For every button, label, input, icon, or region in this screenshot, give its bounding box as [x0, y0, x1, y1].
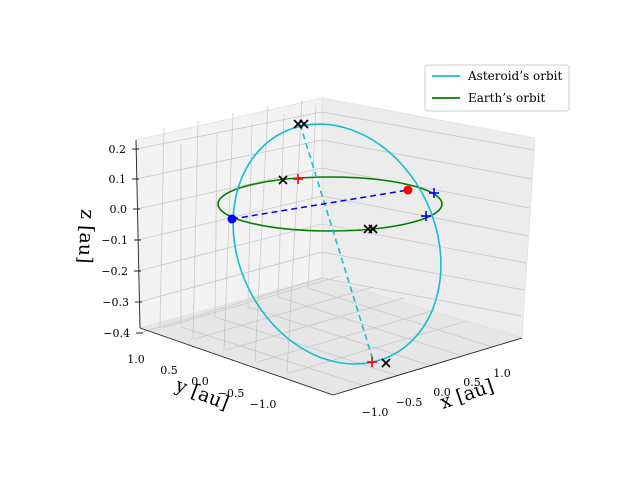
y-gridline-wall — [286, 99, 303, 374]
x-gridline-floor — [307, 287, 493, 348]
markers — [227, 119, 439, 368]
y-tick-label: −1.0 — [250, 398, 277, 411]
x-gridline-wall — [307, 104, 317, 289]
panes — [135, 97, 536, 396]
y-ticks: 1.0 0.5 0.0 −0.5 −1.0 — [127, 353, 276, 411]
x-tick-label: 1.0 — [493, 367, 511, 380]
x-gridline-wall — [214, 133, 218, 318]
legend: Asteroid’s orbit Earth’s orbit — [424, 64, 570, 112]
x-axis-line — [332, 337, 523, 396]
y-tick-label: 0.5 — [160, 364, 178, 377]
z-gridline-right — [321, 251, 525, 291]
z-gridline-left — [136, 167, 323, 210]
earth-orbit-line — [217, 176, 443, 232]
x-tick-label: −1.0 — [362, 406, 389, 419]
x-marker — [299, 119, 309, 129]
y-tick-label: −0.5 — [218, 387, 245, 400]
x-gridline-floor — [214, 316, 400, 377]
y-tick-label: 1.0 — [127, 353, 145, 366]
z-tick-label: −0.2 — [101, 265, 128, 278]
x-tick-label: 0.5 — [463, 376, 481, 389]
z-gridline-left — [137, 223, 323, 272]
y-tick-label: 0.0 — [191, 375, 209, 388]
z-tick-label: 0.1 — [109, 173, 127, 186]
z-tick-label: −0.1 — [101, 234, 128, 247]
z-gridline-right — [321, 139, 533, 180]
z-ticks: 0.2 0.1 0.0 −0.1 −0.2 −0.3 −0.4 — [101, 143, 143, 340]
legend-label-earth: Earth’s orbit — [468, 91, 545, 105]
red-point — [403, 185, 413, 195]
x-gridline-wall — [277, 113, 285, 298]
y-axis-line — [139, 327, 334, 396]
axes — [135, 139, 523, 396]
z-gridline-right — [321, 111, 535, 151]
plus-marker — [429, 188, 439, 198]
plus-marker — [367, 357, 377, 367]
plus-marker — [293, 174, 303, 184]
x-ticks: −1.0 −0.5 0.0 0.5 1.0 — [362, 367, 511, 419]
legend-label-asteroid: Asteroid’s orbit — [467, 69, 562, 83]
plus-marker — [421, 211, 431, 221]
asteroid-orbit — [232, 123, 442, 365]
z-tick-label: −0.3 — [102, 296, 129, 309]
z-tick-label: −0.4 — [103, 327, 130, 340]
y-gridline-floor — [161, 275, 341, 329]
y-gridline-wall — [223, 112, 234, 351]
z-gridline-right — [321, 277, 523, 317]
earth-orbit — [217, 176, 443, 232]
y-gridline-floor — [256, 309, 436, 363]
x-gridline-floor — [180, 326, 366, 387]
x-tick-label: −0.5 — [396, 396, 423, 409]
x-gridline-floor — [247, 306, 433, 367]
z-tick-label: 0.0 — [110, 203, 128, 216]
x-gridline-wall — [247, 123, 253, 308]
x-tick-label: 0.0 — [433, 386, 451, 399]
z-tick-label: 0.2 — [109, 143, 127, 156]
y-gridline-wall — [254, 105, 269, 363]
legend-box — [424, 64, 570, 112]
z-axis-label: z [au] — [74, 209, 99, 265]
blue-point — [227, 214, 237, 224]
x-marker — [381, 358, 391, 368]
z-gridline-right — [321, 167, 531, 209]
asteroid-orbit-line — [232, 123, 442, 365]
y-gridline-wall — [192, 120, 199, 340]
x-gridline-floor — [277, 296, 463, 357]
x-marker — [278, 175, 288, 185]
asteroid-node-line — [299, 123, 374, 361]
z-gridline-left — [135, 111, 323, 150]
z-gridline-left — [138, 251, 323, 303]
z-axis-line — [135, 139, 141, 329]
z-gridline-left — [135, 139, 323, 180]
x-marker — [368, 224, 378, 234]
y-gridline-wall — [159, 127, 165, 329]
